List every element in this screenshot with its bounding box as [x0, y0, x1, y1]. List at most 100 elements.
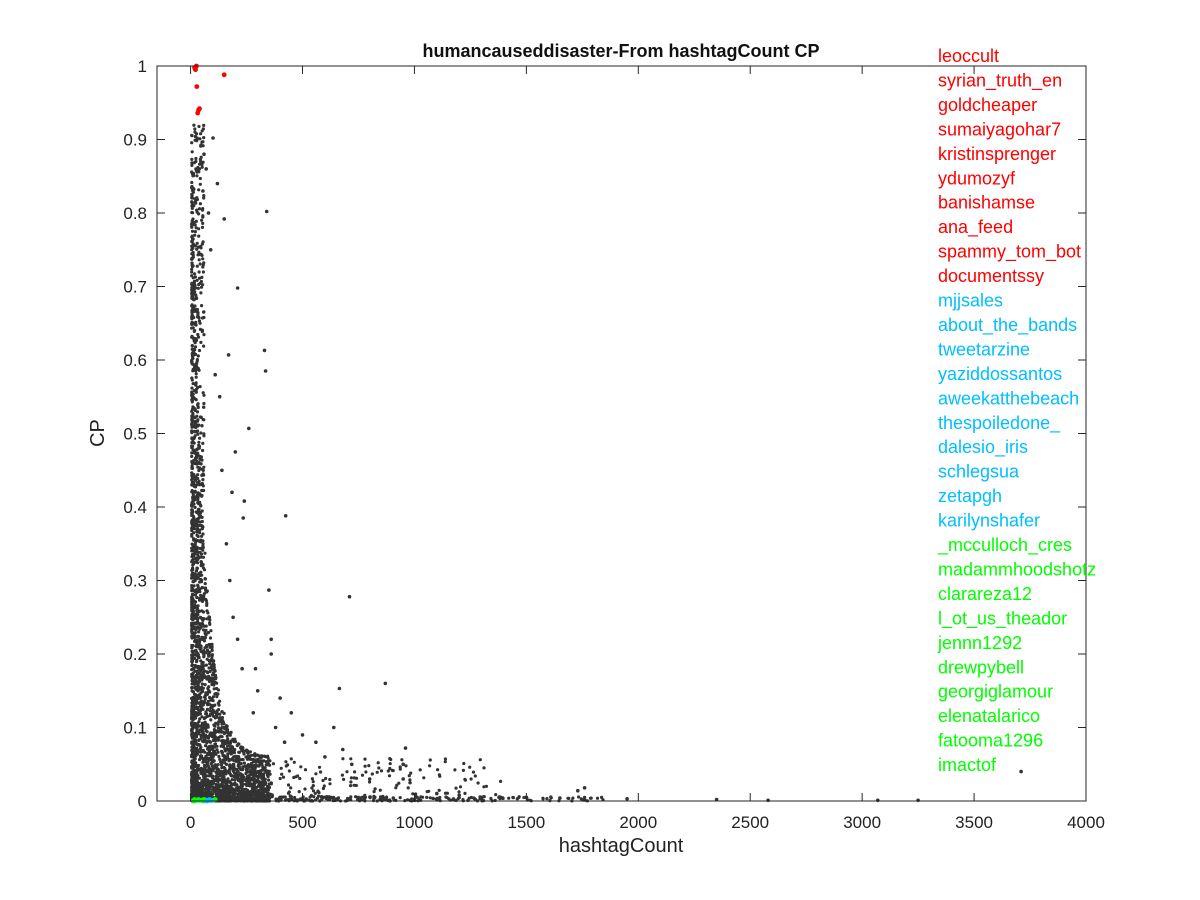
data-point — [199, 431, 203, 435]
data-point — [313, 791, 317, 796]
data-point — [196, 367, 200, 371]
data-point — [190, 460, 194, 464]
data-point — [194, 540, 198, 544]
data-point — [193, 776, 197, 780]
data-point — [197, 253, 201, 257]
data-point — [201, 283, 205, 287]
legend-entry: kristinsprenger — [938, 144, 1056, 164]
data-point — [428, 764, 432, 768]
data-point — [208, 783, 212, 787]
data-point — [193, 286, 197, 290]
data-point — [201, 597, 205, 601]
data-point — [226, 731, 231, 735]
data-point-background — [876, 798, 880, 803]
data-point — [206, 686, 210, 691]
data-point — [201, 391, 205, 395]
data-point — [200, 573, 204, 577]
data-point — [199, 580, 204, 584]
data-point-background — [262, 348, 267, 353]
data-point — [377, 766, 381, 770]
data-point — [192, 621, 196, 626]
data-point — [192, 737, 196, 741]
data-point — [191, 174, 196, 178]
y-tick-label: 0 — [138, 792, 147, 811]
data-point — [258, 791, 262, 796]
data-point — [237, 750, 241, 755]
data-point — [200, 715, 204, 719]
data-point — [266, 796, 270, 800]
data-point — [196, 473, 200, 477]
data-point — [203, 750, 207, 754]
data-point — [194, 372, 198, 376]
data-point — [231, 787, 235, 791]
data-point — [192, 336, 196, 341]
data-point — [211, 769, 215, 773]
data-point — [203, 697, 207, 701]
data-point — [190, 344, 194, 348]
data-point — [194, 156, 198, 161]
data-point — [212, 749, 217, 754]
data-point-background — [217, 394, 222, 399]
data-point — [367, 764, 371, 768]
data-point — [225, 762, 229, 767]
data-point — [245, 788, 250, 792]
data-point — [198, 514, 202, 518]
legend-entry: clarareza12 — [938, 584, 1032, 604]
data-point — [209, 629, 213, 633]
data-point — [190, 264, 194, 268]
data-point — [222, 711, 226, 716]
data-point-background — [264, 209, 269, 214]
data-point — [201, 739, 205, 743]
data-point — [201, 542, 205, 546]
data-point — [220, 730, 224, 734]
data-point — [197, 701, 201, 705]
data-point — [212, 676, 216, 680]
data-point — [346, 796, 350, 801]
data-point — [238, 792, 242, 796]
data-point — [198, 511, 202, 515]
data-point — [209, 754, 213, 758]
data-point — [197, 696, 201, 700]
data-point — [213, 692, 217, 696]
data-point — [197, 319, 201, 323]
data-point — [235, 772, 239, 776]
data-point-red — [195, 110, 201, 116]
data-point — [200, 165, 204, 169]
data-point — [265, 792, 269, 796]
data-point — [191, 567, 195, 572]
data-point — [198, 724, 202, 728]
data-point — [199, 455, 203, 459]
data-point — [190, 201, 194, 205]
data-point-background — [235, 637, 240, 642]
data-point — [202, 701, 206, 705]
data-point — [198, 182, 202, 186]
data-point — [469, 795, 473, 800]
data-point — [208, 772, 212, 776]
data-point — [190, 431, 194, 435]
data-point — [190, 759, 194, 763]
data-point — [297, 790, 301, 794]
data-point — [192, 762, 196, 767]
data-point — [248, 795, 252, 799]
data-point-background — [714, 797, 719, 802]
data-point-red — [197, 106, 202, 111]
data-point — [444, 795, 448, 799]
data-point — [194, 307, 199, 312]
data-point — [221, 790, 225, 794]
data-point — [238, 772, 243, 776]
data-point — [199, 745, 203, 749]
data-point-background — [255, 689, 260, 693]
y-tick-label: 0.3 — [123, 572, 147, 591]
data-point — [211, 671, 216, 675]
legend-entry: dalesio_iris — [938, 437, 1028, 458]
data-point — [190, 290, 194, 294]
data-point — [391, 769, 395, 773]
data-point — [230, 774, 234, 778]
data-point — [250, 787, 254, 791]
data-point — [237, 778, 241, 783]
data-point — [199, 132, 203, 136]
data-point — [196, 335, 201, 339]
data-point — [284, 760, 288, 764]
data-point — [191, 369, 195, 373]
data-point — [198, 162, 202, 166]
